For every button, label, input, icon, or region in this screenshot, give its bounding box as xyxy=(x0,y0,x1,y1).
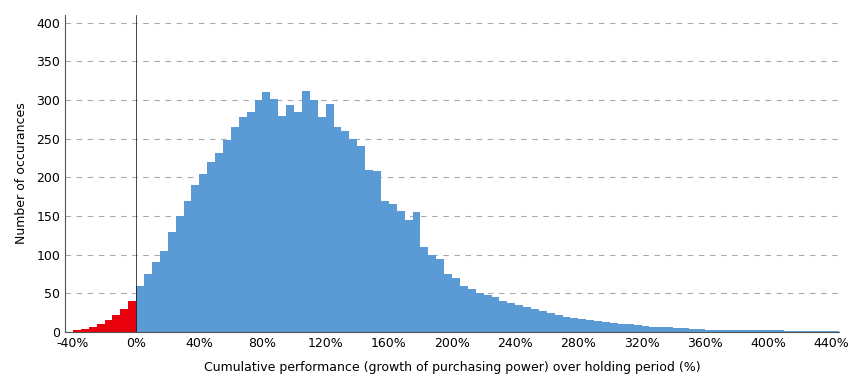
Bar xyxy=(413,212,420,332)
Bar xyxy=(144,274,152,332)
Bar xyxy=(642,326,650,332)
Bar xyxy=(610,323,618,332)
Bar xyxy=(665,328,673,332)
Bar xyxy=(208,162,215,332)
Bar xyxy=(799,331,807,332)
Bar xyxy=(531,309,539,332)
Bar xyxy=(460,286,468,332)
Bar xyxy=(539,311,547,332)
Bar xyxy=(823,331,831,332)
Bar xyxy=(507,303,516,332)
Bar xyxy=(705,330,713,332)
Bar xyxy=(325,104,334,332)
Bar xyxy=(689,329,697,332)
Bar xyxy=(831,331,839,332)
Bar xyxy=(271,98,279,332)
Bar xyxy=(215,152,223,332)
Bar xyxy=(523,307,531,332)
Bar xyxy=(239,117,247,332)
Bar xyxy=(736,331,744,332)
Bar xyxy=(310,100,317,332)
Bar xyxy=(365,170,373,332)
Bar xyxy=(349,139,357,332)
Bar xyxy=(468,289,476,332)
Bar xyxy=(191,185,199,332)
Bar xyxy=(420,247,428,332)
Bar xyxy=(254,100,262,332)
Bar xyxy=(428,255,436,332)
Bar xyxy=(317,117,325,332)
Bar xyxy=(554,315,562,332)
Y-axis label: Number of occurances: Number of occurances xyxy=(15,103,28,244)
Bar xyxy=(397,210,405,332)
Bar xyxy=(728,330,736,332)
Bar xyxy=(634,325,642,332)
Bar xyxy=(436,259,444,332)
Bar xyxy=(499,301,507,332)
Bar xyxy=(816,331,823,332)
Bar xyxy=(112,315,120,332)
Bar xyxy=(491,297,499,332)
Bar xyxy=(105,321,112,332)
Bar xyxy=(760,331,768,332)
Bar xyxy=(625,324,634,332)
Bar xyxy=(357,146,365,332)
Bar xyxy=(381,201,389,332)
Bar xyxy=(444,274,452,332)
Bar xyxy=(476,293,484,332)
Bar xyxy=(784,331,791,332)
Bar xyxy=(791,331,799,332)
Bar xyxy=(183,201,191,332)
Bar xyxy=(594,321,602,332)
Bar xyxy=(405,220,413,332)
Bar xyxy=(294,112,302,332)
Bar xyxy=(681,328,689,332)
Bar xyxy=(373,171,381,332)
Bar xyxy=(389,205,397,332)
Bar xyxy=(547,313,554,332)
Bar xyxy=(168,231,176,332)
Bar xyxy=(80,329,89,332)
Bar xyxy=(484,295,491,332)
Bar xyxy=(334,127,342,332)
Bar xyxy=(176,216,183,332)
Bar xyxy=(744,331,752,332)
Bar xyxy=(128,301,136,332)
Bar xyxy=(231,127,239,332)
Bar xyxy=(247,112,254,332)
Bar xyxy=(73,331,80,332)
Bar xyxy=(342,131,349,332)
Bar xyxy=(650,327,657,332)
Bar xyxy=(452,278,460,332)
Bar xyxy=(579,319,586,332)
Bar xyxy=(302,91,310,332)
Bar xyxy=(516,305,523,332)
Bar xyxy=(586,321,594,332)
Bar xyxy=(713,330,721,332)
Bar xyxy=(120,309,128,332)
Bar xyxy=(721,330,728,332)
Bar xyxy=(262,92,271,332)
Bar xyxy=(571,318,579,332)
Bar xyxy=(279,116,286,332)
Bar xyxy=(776,331,784,332)
Bar xyxy=(136,286,144,332)
Bar xyxy=(89,328,97,332)
Bar xyxy=(223,140,231,332)
Bar xyxy=(562,317,571,332)
Bar xyxy=(697,329,705,332)
Bar xyxy=(673,328,681,332)
Bar xyxy=(602,322,610,332)
Bar xyxy=(199,173,208,332)
Bar xyxy=(286,105,294,332)
Bar xyxy=(97,324,105,332)
Bar xyxy=(152,263,160,332)
Bar xyxy=(768,331,776,332)
Bar xyxy=(160,251,168,332)
X-axis label: Cumulative performance (growth of purchasing power) over holding period (%): Cumulative performance (growth of purcha… xyxy=(203,361,701,374)
Bar xyxy=(807,331,816,332)
Bar xyxy=(618,324,625,332)
Bar xyxy=(752,331,760,332)
Bar xyxy=(657,327,665,332)
